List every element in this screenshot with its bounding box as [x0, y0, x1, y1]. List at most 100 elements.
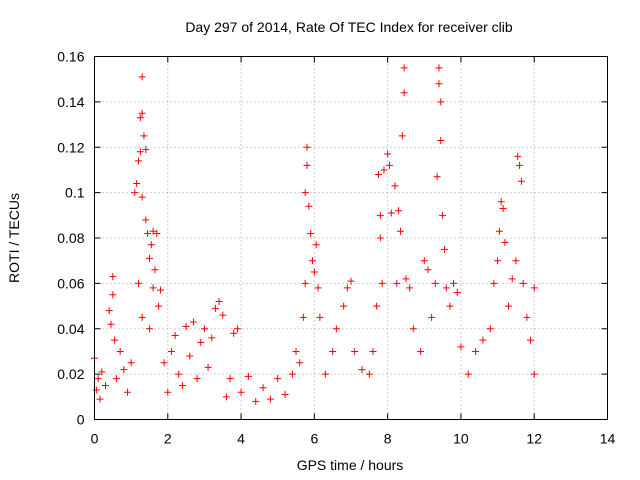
data-point [116, 347, 124, 355]
data-point [153, 229, 161, 237]
data-point [442, 284, 450, 292]
data-point [112, 375, 120, 383]
data-point [495, 227, 503, 235]
data-point [514, 152, 522, 160]
data-point [171, 332, 179, 340]
data-point [134, 279, 142, 287]
data-point [182, 322, 190, 330]
data-point [281, 391, 289, 399]
data-point [138, 109, 146, 117]
data-point [120, 366, 128, 374]
data-point [387, 209, 395, 217]
data-point [479, 336, 487, 344]
data-point [464, 370, 472, 378]
data-point [373, 302, 381, 310]
data-point [230, 329, 238, 337]
y-tick-label: 0.04 [57, 321, 84, 337]
data-point [499, 205, 507, 213]
data-point [446, 302, 454, 310]
data-point [138, 193, 146, 201]
data-point [307, 229, 315, 237]
data-point [208, 334, 216, 342]
data-point [340, 302, 348, 310]
data-point [98, 368, 106, 376]
data-point [175, 370, 183, 378]
data-point [497, 198, 505, 206]
data-point [136, 148, 144, 156]
data-point [226, 375, 234, 383]
data-point [133, 180, 141, 188]
data-point [274, 375, 282, 383]
data-point [424, 266, 432, 274]
data-point [193, 375, 201, 383]
data-point [145, 325, 153, 333]
data-point [391, 182, 399, 190]
data-point [314, 284, 322, 292]
data-point [123, 388, 131, 396]
data-point [376, 211, 384, 219]
data-point [107, 320, 115, 328]
x-tick-label: 8 [384, 431, 392, 447]
data-point [380, 166, 388, 174]
data-point [149, 227, 157, 235]
x-tick-label: 4 [237, 431, 245, 447]
data-point [351, 347, 359, 355]
data-point [233, 325, 241, 333]
data-point [378, 279, 386, 287]
data-point [215, 298, 223, 306]
data-point [316, 313, 324, 321]
data-point [94, 375, 102, 383]
data-point [402, 275, 410, 283]
x-tick-label: 6 [310, 431, 318, 447]
x-tick-label: 2 [164, 431, 172, 447]
data-point [303, 161, 311, 169]
data-point [453, 288, 461, 296]
data-point [396, 227, 404, 235]
data-point [96, 395, 104, 403]
y-tick-label: 0.06 [57, 275, 84, 291]
data-point [358, 366, 366, 374]
data-point [292, 347, 300, 355]
data-point [450, 279, 458, 287]
y-axis: 0 0.02 0.04 0.06 0.08 0.1 0.12 0.14 0.16 [57, 49, 608, 428]
data-point [301, 279, 309, 287]
data-point [512, 257, 520, 265]
data-point [369, 347, 377, 355]
data-point [508, 275, 516, 283]
data-point [309, 257, 317, 265]
data-point [109, 291, 117, 299]
data-point [301, 189, 309, 197]
x-axis-label: GPS time / hours [297, 457, 404, 473]
data-point [134, 157, 142, 165]
data-points [91, 64, 538, 405]
data-point [433, 173, 441, 181]
data-point [142, 216, 150, 224]
data-point [222, 393, 230, 401]
data-point [398, 132, 406, 140]
data-point [393, 279, 401, 287]
y-tick-label: 0 [77, 412, 85, 428]
data-point [131, 189, 139, 197]
data-point [409, 325, 417, 333]
data-point [420, 257, 428, 265]
data-point [299, 313, 307, 321]
data-point [136, 114, 144, 122]
y-tick-label: 0.08 [57, 230, 84, 246]
x-axis: 0 2 4 6 8 10 12 14 [91, 56, 615, 447]
data-point [303, 143, 311, 151]
data-point [219, 311, 227, 319]
data-point [457, 343, 465, 351]
data-point [472, 347, 480, 355]
data-point [160, 359, 168, 367]
x-tick-label: 12 [526, 431, 542, 447]
data-point [519, 279, 527, 287]
data-point [296, 359, 304, 367]
data-point [437, 136, 445, 144]
data-point [395, 207, 403, 215]
data-point [332, 325, 340, 333]
data-point [428, 313, 436, 321]
data-point [530, 370, 538, 378]
y-tick-label: 0.02 [57, 366, 84, 382]
data-point [439, 211, 447, 219]
